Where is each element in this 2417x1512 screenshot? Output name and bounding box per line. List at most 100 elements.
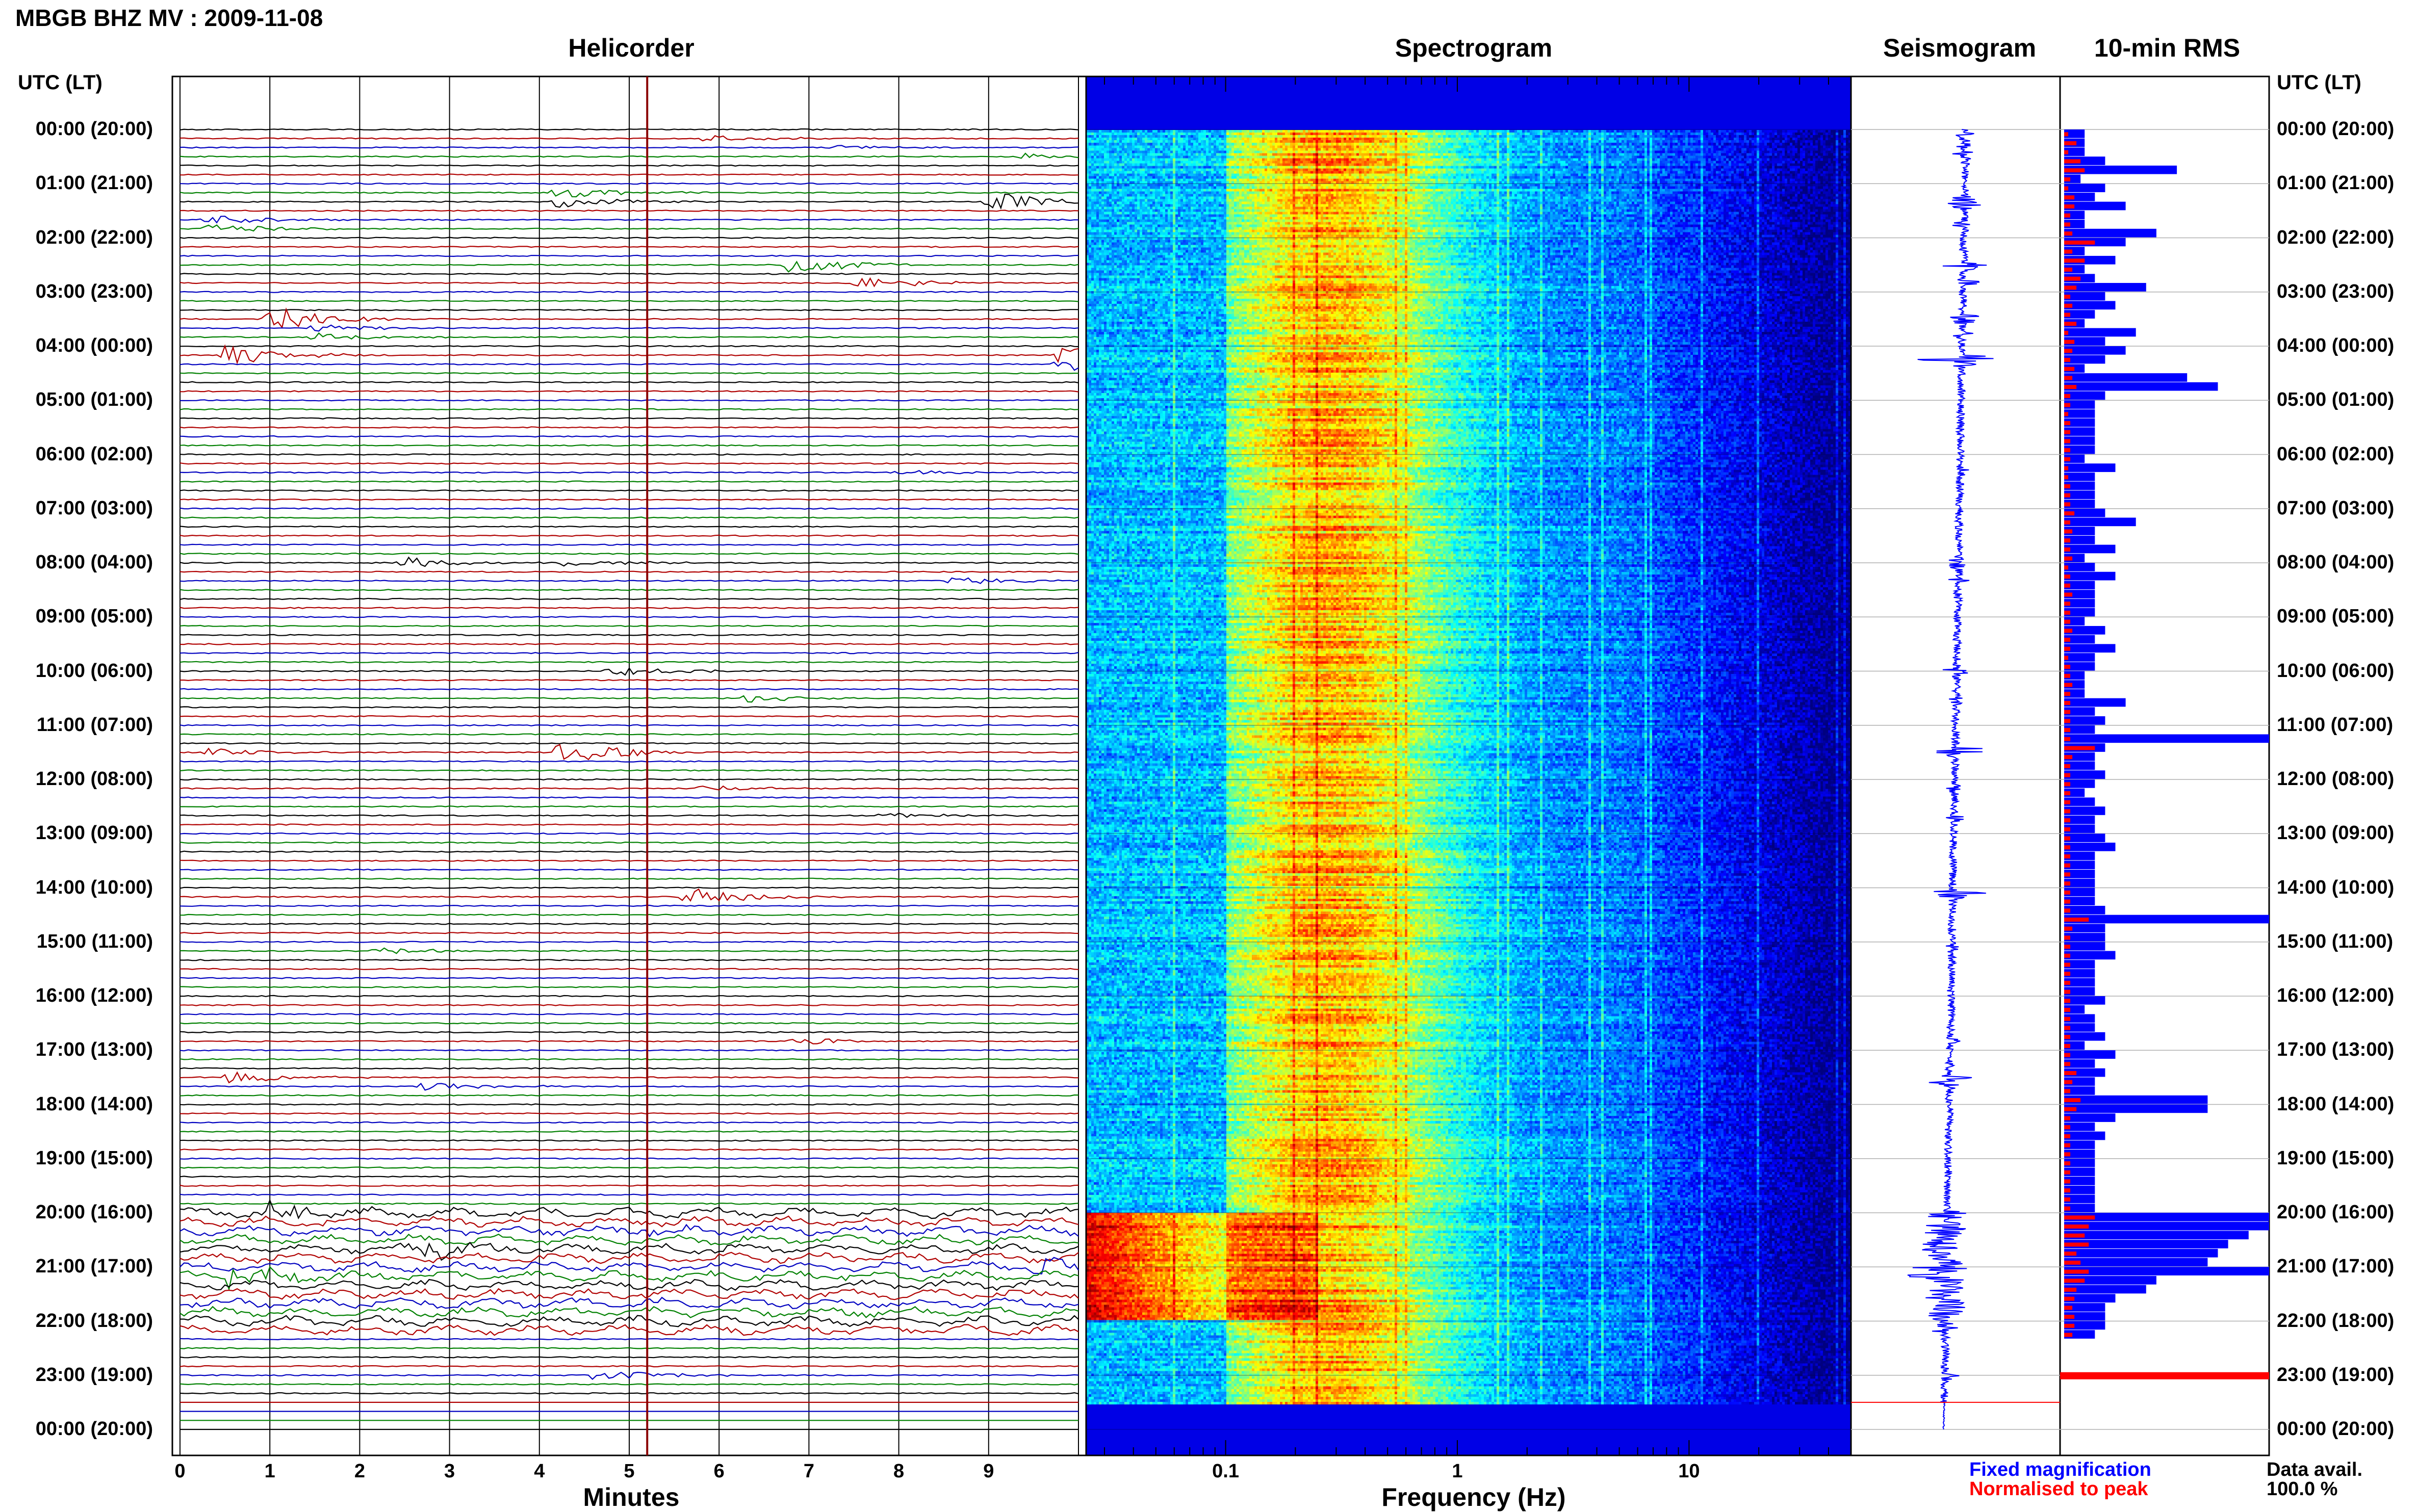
rms-bar-fixed — [2064, 1140, 2095, 1150]
rms-bar-normalised — [2064, 1125, 2071, 1130]
rms-bar-normalised — [2064, 945, 2071, 949]
rms-bar-normalised — [2064, 249, 2073, 254]
rms-bar-fixed — [2064, 1095, 2208, 1104]
helicorder-trace — [179, 453, 1079, 456]
rms-bar-normalised — [2064, 673, 2071, 678]
rms-bar-normalised — [2064, 1233, 2085, 1238]
rms-bar-normalised — [2064, 989, 2071, 994]
rms-bar-normalised — [2064, 330, 2069, 335]
helicorder-trace — [179, 361, 1079, 371]
time-label-left: 16:00 (12:00) — [35, 985, 153, 1006]
rms-bar-normalised — [2064, 782, 2071, 787]
rms-bar-normalised — [2064, 322, 2077, 326]
rms-bar-fixed — [2064, 1294, 2116, 1303]
time-label-right: 05:00 (01:00) — [2277, 389, 2395, 411]
rms-bar-fixed — [2064, 878, 2095, 888]
rms-bar-normalised — [2064, 926, 2073, 931]
time-label-left: 11:00 (07:00) — [36, 714, 153, 736]
rms-bar-normalised — [2064, 1287, 2077, 1292]
rms-bar-normalised — [2064, 1016, 2071, 1021]
rms-bar-fixed — [2064, 1014, 2095, 1023]
rms-frame — [2059, 75, 2270, 1456]
rms-bar-fixed — [2064, 806, 2105, 815]
helicorder-trace — [179, 1223, 1079, 1238]
helicorder-trace — [179, 1082, 1079, 1091]
rms-bar-normalised — [2064, 349, 2073, 353]
rms-bar-normalised — [2064, 737, 2071, 741]
time-label-right: 09:00 (05:00) — [2277, 606, 2395, 628]
time-label-left: 21:00 (17:00) — [35, 1256, 153, 1278]
rms-bar-fixed — [2064, 851, 2095, 861]
rms-bar-fixed — [2064, 355, 2105, 364]
time-label-right: 19:00 (15:00) — [2277, 1147, 2395, 1169]
rms-bar-fixed — [2064, 571, 2116, 581]
rms-bar-fixed — [2064, 761, 2095, 770]
rms-bar-normalised — [2064, 511, 2075, 516]
data-avail-value: 100.0 % — [2267, 1478, 2338, 1500]
helicorder-trace — [179, 556, 1079, 567]
helicorder-x-tick-label: 7 — [803, 1461, 814, 1482]
helicorder-trace — [179, 760, 1079, 763]
helicorder-trace — [179, 977, 1079, 979]
rms-bar-normalised — [2064, 728, 2071, 733]
helicorder-trace — [179, 1279, 1079, 1291]
rms-bar-fixed — [2064, 608, 2095, 617]
rms-bar-normalised — [2064, 692, 2071, 696]
rms-bar-fixed — [2064, 1177, 2095, 1185]
rms-bar-normalised — [2064, 168, 2085, 173]
helicorder-trace — [179, 1022, 1079, 1025]
helicorder-trace — [179, 947, 1079, 954]
helicorder-trace — [180, 390, 1079, 393]
helicorder-trace — [179, 724, 1079, 726]
rms-bar-normalised — [2064, 385, 2077, 389]
time-label-right: 00:00 (20:00) — [2277, 118, 2395, 140]
rms-bar-normalised — [2064, 646, 2071, 651]
rms-bar-fixed — [2064, 490, 2095, 500]
helicorder-trace — [179, 516, 1079, 519]
time-label-right: 00:00 (20:00) — [2277, 1418, 2395, 1440]
helicorder-trace — [180, 679, 1079, 682]
rms-bar-fixed — [2064, 1113, 2116, 1122]
station-title: MBGB BHZ MV : 2009-11-08 — [15, 5, 323, 31]
helicorder-trace — [179, 1148, 1079, 1151]
rms-bar-fixed — [2064, 905, 2105, 915]
rms-bar-normalised — [2064, 818, 2071, 823]
rms-bar-normalised — [2064, 1215, 2095, 1220]
rms-bar-fixed — [2064, 391, 2105, 400]
helicorder-trace — [179, 489, 1079, 492]
helicorder-trace — [179, 715, 1079, 718]
rms-bar-fixed — [2064, 400, 2095, 409]
helicorder-trace — [179, 444, 1079, 447]
rms-bar-normalised — [2064, 800, 2071, 804]
rms-bar-normalised — [2064, 1107, 2077, 1111]
helicorder-trace — [179, 543, 1079, 546]
rms-bar-normalised — [2064, 755, 2073, 760]
time-label-right: 01:00 (21:00) — [2277, 172, 2395, 194]
rms-bar-normalised — [2064, 547, 2071, 552]
rms-bar-fixed — [2064, 824, 2095, 833]
rms-bar-normalised — [2064, 493, 2071, 498]
time-label-right: 22:00 (18:00) — [2277, 1310, 2395, 1332]
rms-bar-normalised — [2064, 1071, 2077, 1075]
rms-bar-normalised — [2064, 1224, 2089, 1229]
helicorder-trace — [180, 1315, 1079, 1327]
helicorder-trace — [179, 995, 1079, 998]
rms-bar-fixed — [2064, 472, 2095, 481]
helicorder-trace — [179, 324, 1079, 332]
helicorder-trace — [179, 344, 1079, 365]
legend-normalised: Normalised to peak — [1969, 1478, 2148, 1500]
time-label-left: 05:00 (01:00) — [35, 389, 153, 411]
rms-title: 10-min RMS — [2094, 34, 2241, 62]
rms-bar-normalised — [2064, 186, 2069, 191]
helicorder-trace — [179, 1058, 1079, 1061]
helicorder-trace — [179, 260, 1079, 273]
rms-bar-fixed — [2064, 1167, 2095, 1177]
helicorder-trace — [179, 1103, 1079, 1106]
rms-bar-normalised — [2064, 1026, 2071, 1030]
helicorder-trace — [179, 1067, 1079, 1070]
rms-bar-normalised — [2064, 457, 2071, 461]
rms-bar-fixed — [2064, 1204, 2095, 1212]
rms-bar-fixed — [2064, 373, 2188, 382]
rms-bar-fixed — [2064, 1023, 2095, 1032]
helicorder-x-tick-label: 8 — [893, 1461, 905, 1482]
